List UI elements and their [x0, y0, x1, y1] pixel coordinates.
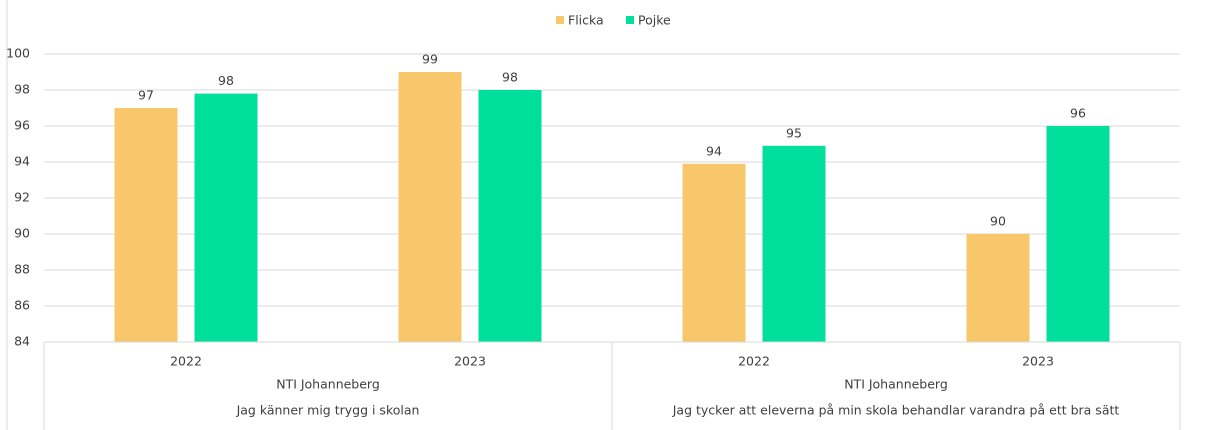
group-label: NTI Johanneberg	[844, 377, 948, 392]
group-label: NTI Johanneberg	[276, 377, 380, 392]
y-tick-label: 86	[14, 298, 30, 313]
y-tick-label: 88	[14, 262, 30, 277]
bar	[114, 108, 178, 342]
legend-swatch	[626, 16, 634, 24]
bar	[966, 234, 1030, 342]
bar	[1046, 126, 1110, 342]
value-label: 96	[1070, 106, 1086, 121]
legend-label: Flicka	[568, 13, 604, 28]
value-label: 95	[786, 125, 802, 140]
value-label: 94	[706, 143, 722, 158]
y-tick-label: 98	[14, 82, 30, 97]
y-tick-label: 94	[14, 154, 30, 169]
y-tick-label: 96	[14, 118, 30, 133]
bar	[194, 93, 258, 342]
value-label: 97	[138, 88, 154, 103]
bar	[398, 72, 462, 342]
value-label: 99	[422, 52, 438, 67]
x-tick-label: 2023	[454, 354, 486, 369]
value-label: 98	[218, 73, 234, 88]
value-label: 98	[502, 70, 518, 85]
bar	[478, 90, 542, 342]
x-tick-label: 2022	[738, 354, 770, 369]
group-label: Jag tycker att eleverna på min skola beh…	[672, 403, 1120, 418]
bar	[682, 163, 746, 342]
y-tick-label: 100	[6, 46, 30, 61]
x-tick-label: 2022	[170, 354, 202, 369]
bar	[762, 145, 826, 342]
value-label: 90	[990, 214, 1006, 229]
y-tick-label: 90	[14, 226, 30, 241]
legend-label: Pojke	[638, 13, 671, 28]
y-tick-label: 84	[14, 334, 30, 349]
group-label: Jag känner mig trygg i skolan	[236, 403, 420, 418]
y-tick-label: 92	[14, 190, 30, 205]
x-tick-label: 2023	[1022, 354, 1054, 369]
legend-swatch	[556, 16, 564, 24]
